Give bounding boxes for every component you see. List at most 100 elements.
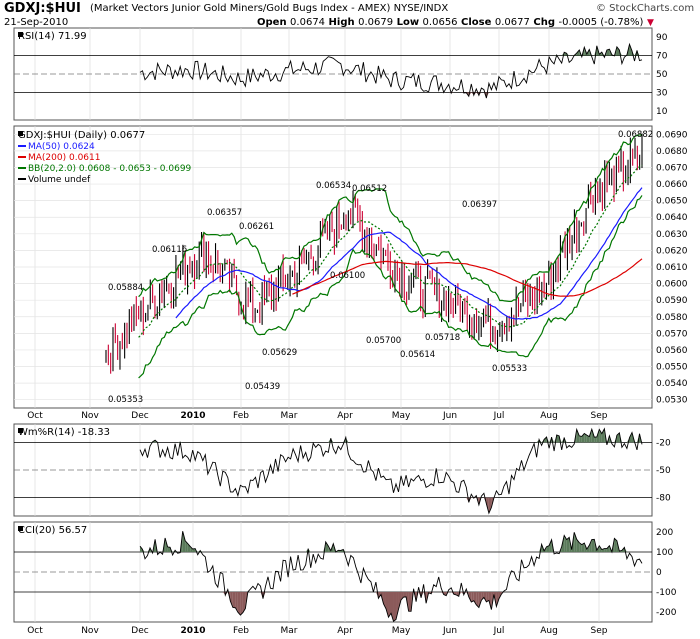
price-tick-8: 0.0610 bbox=[656, 263, 688, 273]
cci-overbought-fill bbox=[579, 542, 582, 552]
down-arrow-icon: ▼ bbox=[646, 18, 654, 28]
wr-overbought-fill bbox=[594, 436, 597, 443]
rsi-label-marker bbox=[18, 32, 23, 37]
x-label-bottom-10: Aug bbox=[540, 626, 558, 636]
price-annotation-9: 0.06512 bbox=[352, 184, 387, 194]
x-label-bottom-7: May bbox=[392, 626, 411, 636]
low-label: Low bbox=[396, 17, 420, 28]
cci-oversold-fill bbox=[232, 592, 236, 608]
x-label-mid-11: Sep bbox=[591, 411, 608, 421]
cci-tick-4: -200 bbox=[656, 608, 677, 618]
price-annotation-6: 0.05629 bbox=[262, 348, 297, 358]
cci-tick-0: 200 bbox=[656, 528, 673, 538]
price-tick-7: 0.0620 bbox=[656, 246, 688, 256]
wr-tick-1: -50 bbox=[656, 466, 671, 476]
cci-overbought-fill bbox=[581, 543, 585, 552]
price-tick-5: 0.0640 bbox=[656, 213, 688, 223]
cci-overbought-fill bbox=[546, 545, 550, 552]
price-annotation-14: 0.05533 bbox=[492, 364, 527, 374]
price-tick-1: 0.0680 bbox=[656, 147, 688, 157]
x-label-mid-7: May bbox=[392, 411, 411, 421]
brand-logo: © StockCharts.com bbox=[596, 3, 695, 14]
price-tick-11: 0.0580 bbox=[656, 313, 688, 323]
cci-overbought-fill bbox=[185, 540, 188, 552]
cci-oversold-fill bbox=[242, 592, 246, 613]
price-bars bbox=[105, 133, 643, 374]
cci-oversold-fill bbox=[393, 592, 397, 622]
cci-oversold-fill bbox=[496, 592, 499, 607]
cci-overbought-fill bbox=[566, 537, 570, 552]
description: (Market Vectors Junior Gold Miners/Gold … bbox=[90, 3, 448, 14]
price-annotation-10: 0.05700 bbox=[366, 336, 401, 346]
bb-upper-line bbox=[138, 134, 643, 302]
price-annotation-2: 0.06116 bbox=[152, 245, 187, 255]
cci-overbought-fill bbox=[187, 543, 191, 552]
price-annotation-0: 0.05353 bbox=[108, 395, 143, 405]
price-annotation-4: 0.06261 bbox=[239, 222, 274, 232]
cci-overbought-fill bbox=[589, 539, 592, 552]
x-label-mid-5: Mar bbox=[281, 411, 298, 421]
wr-overbought-fill bbox=[629, 432, 632, 443]
cci-label-marker bbox=[18, 526, 23, 531]
legend-item-0: MA(50) 0.0624 bbox=[28, 142, 95, 152]
price-annotation-12: 0.05718 bbox=[425, 333, 460, 343]
price-annotation-11: 0.05614 bbox=[400, 350, 435, 360]
cci-oversold-fill bbox=[385, 592, 389, 618]
cci-line bbox=[139, 531, 643, 623]
cci-tick-3: -100 bbox=[656, 588, 677, 598]
cci-oversold-fill bbox=[230, 592, 233, 608]
x-label-bottom-0: Oct bbox=[27, 626, 43, 636]
x-label-bottom-1: Nov bbox=[81, 626, 99, 636]
wr-label-marker bbox=[18, 428, 23, 433]
x-label-bottom-11: Sep bbox=[591, 626, 608, 636]
price-tick-2: 0.0670 bbox=[656, 163, 688, 173]
exchange: NYSE/INDX bbox=[393, 3, 449, 14]
rsi-tick-3: 30 bbox=[656, 88, 668, 98]
price-tick-12: 0.0570 bbox=[656, 329, 688, 339]
x-label-bottom-8: Jun bbox=[442, 626, 457, 636]
cci-oversold-fill bbox=[478, 592, 482, 608]
cci-tick-2: 0 bbox=[656, 568, 662, 578]
cci-overbought-fill bbox=[325, 541, 329, 552]
price-tick-10: 0.0590 bbox=[656, 296, 688, 306]
chart-date: 21-Sep-2010 bbox=[4, 17, 69, 28]
wr-overbought-fill bbox=[586, 435, 590, 443]
symbol: GDXJ:$HUI bbox=[4, 1, 81, 16]
x-label-mid-1: Nov bbox=[81, 411, 99, 421]
legend-item-2: BB(20,2.0) 0.0608 - 0.0653 - 0.0699 bbox=[28, 164, 192, 174]
cci-label: CCI(20) 56.57 bbox=[18, 525, 87, 536]
cci-overbought-fill bbox=[190, 546, 193, 552]
wr-overbought-fill bbox=[544, 436, 547, 443]
wr-overbought-fill bbox=[601, 428, 605, 443]
cci-tick-1: 100 bbox=[656, 548, 673, 558]
x-label-bottom-5: Mar bbox=[281, 626, 298, 636]
cci-oversold-fill bbox=[476, 592, 479, 608]
rsi-tick-1: 70 bbox=[656, 52, 668, 62]
price-tick-9: 0.0600 bbox=[656, 280, 688, 290]
cci-oversold-fill bbox=[398, 592, 402, 610]
cci-oversold-fill bbox=[486, 592, 489, 602]
wr-overbought-fill bbox=[584, 433, 587, 443]
open-label: Open bbox=[257, 17, 287, 28]
rsi-oversold-fill bbox=[461, 92, 464, 94]
rsi-overbought-fill bbox=[629, 44, 632, 56]
x-label-mid-8: Jun bbox=[442, 411, 457, 421]
x-label-mid-10: Aug bbox=[540, 411, 558, 421]
open-value: 0.0674 bbox=[290, 17, 326, 28]
price-tick-0: 0.0690 bbox=[656, 130, 688, 140]
cci-overbought-fill bbox=[182, 531, 186, 552]
x-label-bottom-9: Jul bbox=[493, 626, 505, 636]
rsi-overbought-fill bbox=[616, 46, 620, 56]
cci-overbought-fill bbox=[606, 545, 610, 552]
close-label: Close bbox=[461, 17, 492, 28]
rsi-tick-2: 50 bbox=[656, 70, 668, 80]
x-label-mid-6: Apr bbox=[337, 411, 353, 421]
cci-overbought-fill bbox=[614, 538, 617, 552]
x-label-mid-9: Jul bbox=[493, 411, 505, 421]
ohlc-readout: Open 0.0674 High 0.0679 Low 0.0656 Close… bbox=[257, 17, 654, 28]
cci-oversold-fill bbox=[423, 592, 427, 604]
legend-item-1: MA(200) 0.0611 bbox=[28, 153, 100, 163]
cci-oversold-fill bbox=[388, 592, 391, 618]
x-label-mid-0: Oct bbox=[27, 411, 43, 421]
cci-overbought-fill bbox=[591, 539, 595, 552]
